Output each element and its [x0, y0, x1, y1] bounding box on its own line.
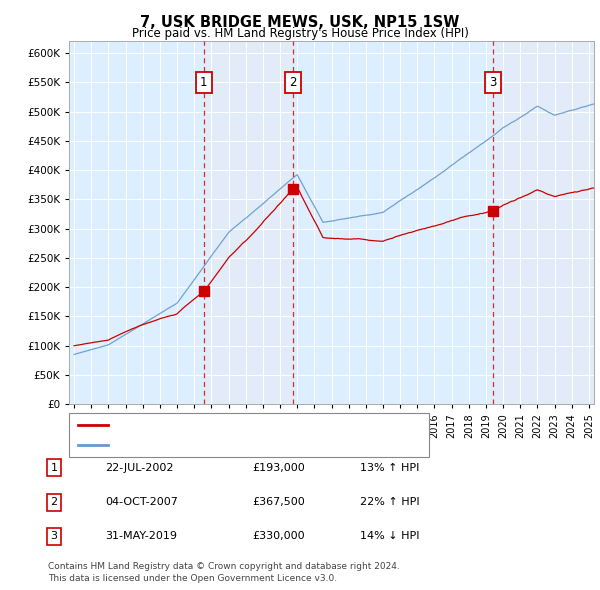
- Text: 31-MAY-2019: 31-MAY-2019: [105, 532, 177, 541]
- Text: Contains HM Land Registry data © Crown copyright and database right 2024.
This d: Contains HM Land Registry data © Crown c…: [48, 562, 400, 583]
- Text: 7, USK BRIDGE MEWS, USK, NP15 1SW: 7, USK BRIDGE MEWS, USK, NP15 1SW: [140, 15, 460, 30]
- Bar: [493, 41, 594, 404]
- Text: 3: 3: [50, 532, 58, 541]
- Text: 2: 2: [289, 76, 296, 88]
- Text: 1: 1: [200, 76, 208, 88]
- Text: 22% ↑ HPI: 22% ↑ HPI: [360, 497, 419, 507]
- Text: 1: 1: [50, 463, 58, 473]
- Text: 04-OCT-2007: 04-OCT-2007: [105, 497, 178, 507]
- Text: £193,000: £193,000: [252, 463, 305, 473]
- Text: 13% ↑ HPI: 13% ↑ HPI: [360, 463, 419, 473]
- Text: 3: 3: [490, 76, 497, 88]
- Bar: [203, 41, 293, 404]
- Text: Price paid vs. HM Land Registry's House Price Index (HPI): Price paid vs. HM Land Registry's House …: [131, 27, 469, 40]
- Text: £330,000: £330,000: [252, 532, 305, 541]
- Text: £367,500: £367,500: [252, 497, 305, 507]
- Text: 22-JUL-2002: 22-JUL-2002: [105, 463, 173, 473]
- Text: HPI: Average price, detached house, Monmouthshire: HPI: Average price, detached house, Monm…: [114, 440, 388, 450]
- Text: 7, USK BRIDGE MEWS, USK, NP15 1SW (detached house): 7, USK BRIDGE MEWS, USK, NP15 1SW (detac…: [114, 421, 410, 430]
- Text: 2: 2: [50, 497, 58, 507]
- Text: 14% ↓ HPI: 14% ↓ HPI: [360, 532, 419, 541]
